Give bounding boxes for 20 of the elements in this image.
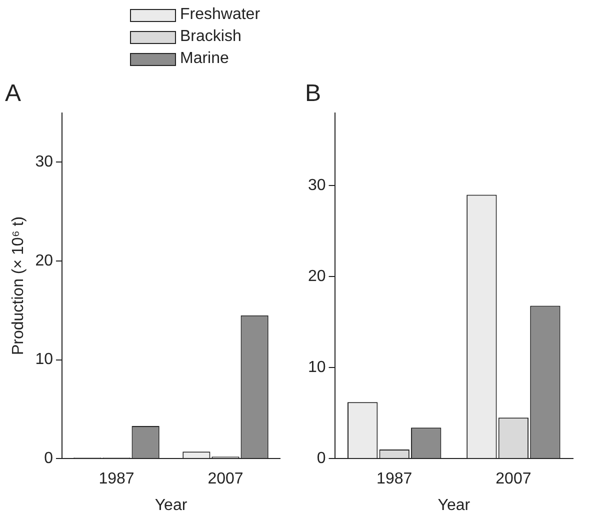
x-axis-title: Year — [438, 496, 471, 514]
x-tick-label: 2007 — [496, 470, 532, 488]
y-axis-title: Production (× 10⁶ t) — [10, 216, 28, 356]
legend-label: Marine — [180, 50, 229, 68]
x-tick-label: 1987 — [376, 470, 412, 488]
y-tick-label: 10 — [35, 351, 54, 368]
y-tick-label: 20 — [308, 268, 326, 286]
y-tick-label: 10 — [308, 359, 326, 376]
y-tick-label: 0 — [44, 450, 54, 468]
legend-label: Freshwater — [180, 6, 260, 24]
chart-title: B — [305, 80, 322, 108]
y-tick-label: 0 — [316, 450, 326, 468]
y-tick-label: 30 — [35, 154, 54, 171]
x-tick-label: 2007 — [208, 470, 244, 488]
legend-label: Brackish — [180, 28, 242, 46]
y-tick-label: 30 — [308, 177, 326, 194]
x-tick-label: 1987 — [98, 470, 134, 488]
y-tick-label: 20 — [35, 252, 54, 270]
chart-title: A — [5, 80, 22, 108]
x-axis-title: Year — [154, 496, 188, 514]
